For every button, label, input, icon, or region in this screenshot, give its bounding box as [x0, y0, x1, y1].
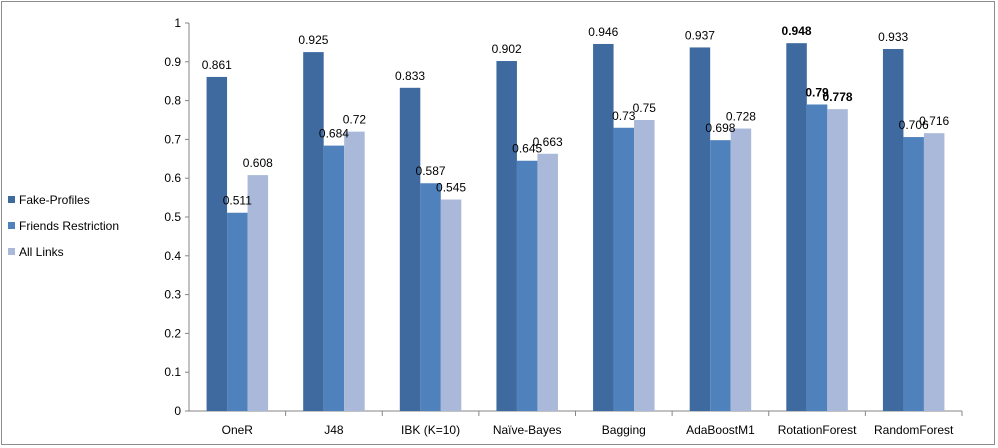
data-label: 0.728 — [726, 110, 756, 124]
x-tick-label: RotationForest — [778, 423, 857, 437]
x-tick-label: Bagging — [602, 423, 646, 437]
legend-swatch — [8, 248, 15, 255]
data-label: 0.861 — [202, 58, 232, 72]
data-label: 0.937 — [685, 28, 715, 42]
legend-label: Fake-Profiles — [19, 193, 90, 207]
data-label: 0.706 — [899, 118, 929, 132]
data-label: 0.511 — [223, 194, 252, 208]
bar — [710, 140, 731, 411]
y-tick-label: 0.6 — [164, 171, 181, 185]
legend-swatch — [8, 196, 15, 203]
bar — [903, 137, 924, 411]
bar — [923, 133, 945, 411]
data-label: 0.925 — [298, 33, 328, 47]
y-tick-label: 0.4 — [164, 249, 181, 263]
legend-label: All Links — [19, 245, 64, 259]
data-label: 0.75 — [633, 101, 657, 115]
x-tick-label: OneR — [222, 423, 254, 437]
y-tick-label: 0.8 — [164, 94, 181, 108]
data-label: 0.73 — [612, 109, 636, 123]
data-label: 0.933 — [878, 30, 908, 44]
x-tick-label: AdaBoostM1 — [686, 423, 755, 437]
legend-label: Friends Restriction — [19, 219, 119, 233]
data-label: 0.778 — [823, 90, 853, 104]
y-tick-label: 0.2 — [164, 326, 181, 340]
bar — [227, 212, 248, 411]
bar — [634, 120, 655, 411]
y-tick-label: 0.5 — [164, 210, 181, 224]
bar — [344, 131, 365, 411]
bar — [730, 128, 752, 411]
y-tick-label: 0.9 — [164, 55, 181, 69]
bar — [827, 109, 848, 412]
bar — [247, 175, 269, 411]
data-label: 0.946 — [588, 25, 618, 39]
bar — [786, 43, 807, 412]
bar — [206, 76, 228, 411]
data-label: 0.716 — [919, 114, 949, 128]
x-tick-label: Naïve-Bayes — [493, 423, 562, 437]
x-tick-label: J48 — [324, 423, 344, 437]
bar — [303, 52, 324, 411]
bar — [806, 104, 828, 411]
bar — [882, 48, 904, 411]
bar — [537, 153, 558, 412]
data-label: 0.587 — [416, 164, 446, 178]
y-tick-label: 0.7 — [164, 132, 181, 146]
data-label: 0.79 — [805, 85, 829, 99]
data-label: 0.698 — [705, 121, 735, 135]
bar — [496, 61, 517, 412]
x-tick-label: RandomForest — [874, 423, 954, 437]
data-label: 0.545 — [436, 181, 466, 195]
data-label: 0.608 — [243, 156, 273, 170]
bar — [689, 47, 711, 411]
bar — [440, 199, 462, 411]
bar — [399, 87, 421, 412]
data-label: 0.902 — [492, 42, 522, 56]
y-tick-label: 1 — [174, 16, 181, 30]
data-label: 0.684 — [319, 127, 349, 141]
legend-swatch — [8, 222, 15, 229]
y-tick-label: 0 — [174, 404, 181, 418]
y-tick-label: 0.3 — [164, 288, 181, 302]
bar — [593, 43, 614, 412]
data-label: 0.72 — [343, 113, 367, 127]
bar — [420, 183, 441, 411]
bar — [323, 145, 345, 411]
y-tick-label: 0.1 — [164, 365, 181, 379]
data-label: 0.948 — [782, 24, 812, 38]
data-label: 0.663 — [533, 135, 563, 149]
bar — [613, 127, 635, 411]
data-label: 0.833 — [395, 69, 425, 83]
bar — [516, 160, 538, 411]
x-tick-label: IBK (K=10) — [401, 423, 460, 437]
data-label: 0.645 — [512, 142, 542, 156]
